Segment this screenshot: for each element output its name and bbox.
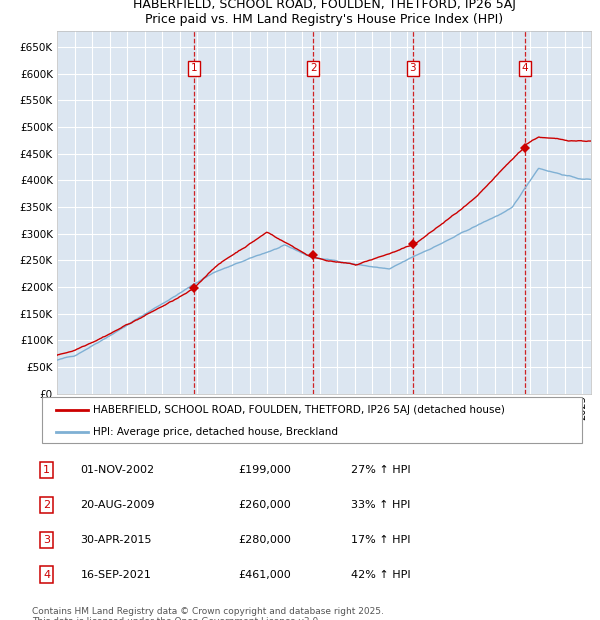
Text: 27% ↑ HPI: 27% ↑ HPI bbox=[351, 465, 411, 475]
Text: 1: 1 bbox=[191, 63, 197, 73]
Text: 3: 3 bbox=[43, 535, 50, 545]
Text: 2: 2 bbox=[310, 63, 317, 73]
Text: HABERFIELD, SCHOOL ROAD, FOULDEN, THETFORD, IP26 5AJ (detached house): HABERFIELD, SCHOOL ROAD, FOULDEN, THETFO… bbox=[94, 405, 505, 415]
Text: £260,000: £260,000 bbox=[238, 500, 291, 510]
Text: 1: 1 bbox=[43, 465, 50, 475]
Text: 30-APR-2015: 30-APR-2015 bbox=[80, 535, 152, 545]
Text: 4: 4 bbox=[521, 63, 528, 73]
Text: 16-SEP-2021: 16-SEP-2021 bbox=[80, 570, 151, 580]
Text: 01-NOV-2002: 01-NOV-2002 bbox=[80, 465, 155, 475]
Text: Contains HM Land Registry data © Crown copyright and database right 2025.
This d: Contains HM Land Registry data © Crown c… bbox=[32, 607, 385, 620]
Text: 2: 2 bbox=[43, 500, 50, 510]
Text: 42% ↑ HPI: 42% ↑ HPI bbox=[351, 570, 411, 580]
Text: HPI: Average price, detached house, Breckland: HPI: Average price, detached house, Brec… bbox=[94, 427, 338, 436]
Text: 33% ↑ HPI: 33% ↑ HPI bbox=[351, 500, 410, 510]
Text: £461,000: £461,000 bbox=[238, 570, 291, 580]
Text: 4: 4 bbox=[43, 570, 50, 580]
Text: £280,000: £280,000 bbox=[238, 535, 291, 545]
Text: 17% ↑ HPI: 17% ↑ HPI bbox=[351, 535, 410, 545]
Text: £199,000: £199,000 bbox=[238, 465, 291, 475]
Title: HABERFIELD, SCHOOL ROAD, FOULDEN, THETFORD, IP26 5AJ
Price paid vs. HM Land Regi: HABERFIELD, SCHOOL ROAD, FOULDEN, THETFO… bbox=[133, 0, 515, 25]
Text: 20-AUG-2009: 20-AUG-2009 bbox=[80, 500, 155, 510]
Text: 3: 3 bbox=[410, 63, 416, 73]
